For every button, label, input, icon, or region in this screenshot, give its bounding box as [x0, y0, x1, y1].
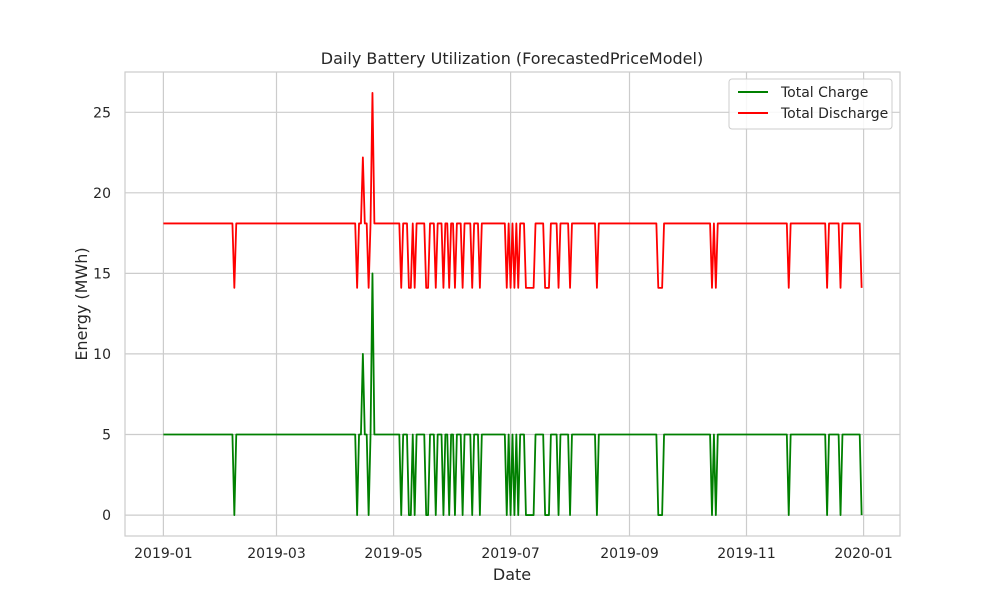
y-tick-label: 25: [93, 105, 111, 121]
legend-label-total-discharge: Total Discharge: [780, 106, 888, 122]
x-tick-label: 2019-07: [481, 546, 540, 562]
x-tick-label: 2019-01: [134, 546, 193, 562]
series-layer: [163, 92, 863, 516]
chart-title: Daily Battery Utilization (ForecastedPri…: [321, 49, 703, 68]
x-tick-label: 2019-05: [364, 546, 423, 562]
legend-box: [728, 78, 893, 130]
y-tick-label: 10: [93, 347, 111, 363]
x-axis-ticks: 2019-01 2019-03 2019-05 2019-07 2019-09 2019-…: [134, 546, 893, 562]
legend-label-total-charge: Total Charge: [780, 85, 868, 101]
y-tick-label: 0: [102, 508, 111, 524]
y-tick-label: 20: [93, 186, 111, 202]
x-axis-label: Date: [493, 565, 531, 584]
x-tick-label: 2019-03: [247, 546, 306, 562]
series-line-total-discharge: [163, 92, 863, 289]
x-tick-label: 2020-01: [834, 546, 893, 562]
y-axis-label: Energy (MWh): [72, 247, 91, 360]
y-axis-ticks: 0 5 10 15 20 25: [93, 105, 111, 524]
x-tick-label: 2019-11: [717, 546, 776, 562]
y-tick-label: 15: [93, 266, 111, 282]
legend: Total Charge Total Discharge: [728, 78, 893, 130]
series-line-total-charge: [163, 272, 863, 516]
x-tick-label: 2019-09: [600, 546, 659, 562]
y-tick-label: 5: [102, 428, 111, 444]
